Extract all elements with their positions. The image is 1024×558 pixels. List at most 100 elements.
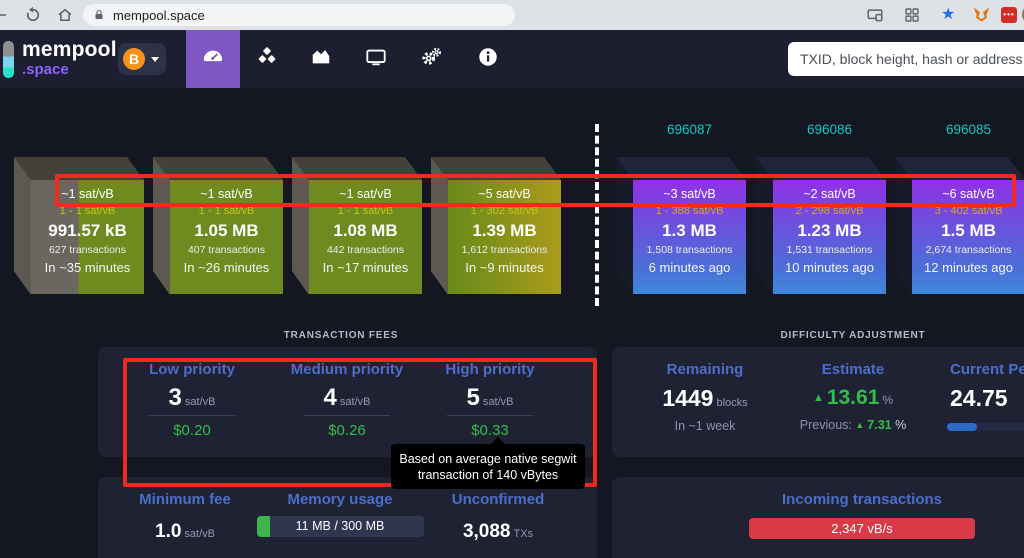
metamask-fox-icon[interactable] [972,5,990,23]
estimate-previous: Previous: ▲ 7.31 % [778,418,928,432]
address-bar[interactable]: mempool.space [83,4,515,26]
incoming-label: Incoming transactions [781,491,943,508]
tv-icon [365,46,387,73]
current-period-value: 24.75 [950,385,1008,411]
block-side-face [14,157,31,295]
block-size: 1.3 MB [662,221,717,240]
block-size: 1.23 MB [797,221,862,240]
unconfirmed-txs: Unconfirmed 3,088 TXs [423,491,573,543]
current-period-label: Current Pe [950,361,1024,378]
fee-priority-label: Medium priority [290,361,404,378]
difficulty-current-period: Current Pe 24.75 [942,361,1024,410]
tab-gears[interactable] [404,30,458,88]
block-fee-range: 1 - 388 sat/vB [655,205,724,217]
block-height-link[interactable]: 696086 [806,122,853,137]
refresh-icon[interactable] [24,6,42,24]
block-tx-count: 627 transactions [48,244,127,256]
mem-block[interactable]: ~5 sat/vB 1 - 302 sat/vB 1.39 MB 1,612 tran… [431,157,561,295]
home-icon[interactable] [56,6,74,24]
currency-dropdown[interactable]: B [118,43,166,75]
back-arrow-icon[interactable] [0,6,9,24]
send-to-device-icon[interactable] [866,6,884,24]
extensions-grid-icon[interactable] [903,6,921,24]
block-tx-count: 1,612 transactions [461,244,548,256]
mem-block[interactable]: ~1 sat/vB 1 - 1 sat/vB 1.05 MB 407 transact… [153,157,283,295]
fee-value-row: 4 sat/vB [272,386,422,410]
memory-usage-bar: 11 MB / 300 MB [256,516,424,537]
tab-info[interactable] [461,30,515,88]
block-front-face: ~5 sat/vB 1 - 302 sat/vB 1.39 MB 1,612 tran… [448,180,561,294]
block-time: 6 minutes ago [648,260,731,275]
block-median-fee: ~1 sat/vB [339,187,392,201]
block-front-face: ~1 sat/vB 1 - 1 sat/vB 1.05 MB 407 transact… [170,180,283,294]
incoming-rate-bar: 2,347 vB/s [749,518,975,539]
fee-divider [447,415,533,416]
incoming-transactions-panel: Incoming transactions 2,347 vB/s [612,477,1024,558]
brand-tld: .space [22,61,69,78]
tab-area-chart[interactable] [294,30,348,88]
password-manager-icon[interactable]: ••• [1001,7,1017,23]
memory-usage: Memory usage 11 MB / 300 MB [255,491,425,537]
minimum-fee: Minimum fee 1.0 sat/vB [110,491,260,543]
avatar[interactable] [1022,5,1024,24]
minimum-fee-value: 1.0 [155,521,182,542]
block-front-face: ~1 sat/vB 1 - 1 sat/vB 991.57 kB 627 transa… [31,180,144,294]
mem-block[interactable]: ~1 sat/vB 1 - 1 sat/vB 991.57 kB 627 transa… [14,157,144,295]
block-time: 12 minutes ago [924,260,1013,275]
minimum-fee-unit: sat/vB [184,528,215,540]
block-height-link[interactable]: 696087 [666,122,713,137]
tab-gauge[interactable] [186,30,240,88]
fees-section-title: TRANSACTION FEES [283,330,399,341]
estimate-value: 13.61 [826,386,880,409]
fee-unit: sat/vB [339,396,371,408]
block-time: In ~17 minutes [322,260,409,275]
unconfirmed-label: Unconfirmed [451,491,545,508]
up-arrow-icon: ▲ [855,420,865,430]
search-input[interactable] [788,42,1024,76]
unconfirmed-value: 3,088 [462,521,511,542]
difficulty-remaining: Remaining 1449 blocks In ~1 week [630,361,780,433]
transaction-fees-panel: Low priority 3 sat/vB $0.20 Medium priority 4… [98,347,597,457]
block-height-link[interactable]: 696085 [945,122,992,137]
previous-label: Previous: [799,418,852,432]
memory-usage-fill [256,516,270,537]
mined-block[interactable]: ~6 sat/vB 3 - 402 sat/vB 1.5 MB 2,674 trans… [895,157,1024,295]
mined-block[interactable]: ~2 sat/vB 2 - 298 sat/vB 1.23 MB 1,531 tran… [756,157,886,295]
block-time: In ~26 minutes [183,260,270,275]
block-size: 1.39 MB [472,221,537,240]
block-tx-count: 442 transactions [326,244,405,256]
chevron-down-icon [151,57,159,62]
fee-usd-value: $0.20 [173,422,211,439]
block-size: 1.5 MB [941,221,996,240]
bookmark-star-icon[interactable]: ★ [941,6,956,23]
minimum-fee-label: Minimum fee [139,491,231,508]
brand-name: mempool [22,38,117,61]
brand[interactable]: mempool .space [22,39,117,77]
tooltip-arrow [491,437,505,444]
block-fee-range: 1 - 1 sat/vB [337,205,394,217]
mem-block[interactable]: ~1 sat/vB 1 - 1 sat/vB 1.08 MB 442 transact… [292,157,422,295]
previous-value: 7.31 [867,418,892,432]
block-size: 1.08 MB [333,221,398,240]
remaining-label: Remaining [666,361,744,378]
block-side-face [292,157,309,295]
estimate-unit: % [882,393,894,407]
tab-mining-cubes[interactable] [240,30,294,88]
block-fee-range: 3 - 402 sat/vB [934,205,1003,217]
fee-value-row: 5 sat/vB [415,386,565,410]
incoming-transactions: Incoming transactions 2,347 vB/s [712,491,1012,539]
block-fee-range: 1 - 302 sat/vB [470,205,539,217]
unconfirmed-unit: TXs [513,528,534,540]
block-front-face: ~3 sat/vB 1 - 388 sat/vB 1.3 MB 1,508 trans… [633,180,746,294]
block-time: In ~9 minutes [465,260,544,275]
mempool-logo-icon [3,41,14,78]
block-time: 10 minutes ago [785,260,874,275]
current-period-progress [947,423,1024,431]
tab-tv[interactable] [349,30,403,88]
block-tx-count: 1,531 transactions [786,244,873,256]
block-median-fee: ~5 sat/vB [478,187,531,201]
fee-divider [149,415,235,416]
bitcoin-icon: B [123,48,145,70]
memory-usage-label: Memory usage [287,491,393,508]
